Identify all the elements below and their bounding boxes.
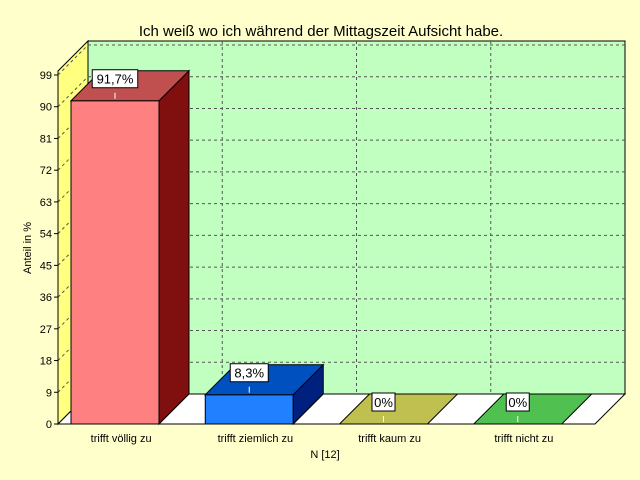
y-tick-label-8: 72: [40, 165, 52, 177]
y-tick-label-0: 0: [46, 419, 52, 431]
y-tick-label-2: 18: [40, 356, 52, 368]
gridline-side-5: [57, 235, 89, 266]
x-axis-label: N [12]: [310, 449, 339, 461]
bar-top-3: [472, 393, 593, 425]
y-tick-label-10: 90: [40, 102, 52, 114]
chart-title: Ich weiß wo ich während der Mittagszeit …: [139, 23, 503, 40]
bar-front-0: [70, 100, 160, 425]
data-label-box-0: [91, 69, 139, 89]
y-tick-label-6: 54: [40, 229, 52, 241]
bar-top-2: [338, 393, 459, 425]
gridline-side-3: [57, 298, 89, 330]
bar-1: 8,3%: [204, 363, 325, 426]
data-label-box-2: [371, 392, 396, 412]
bar-front-1: [204, 394, 294, 425]
gridline-side-2: [57, 330, 89, 361]
bar-3: 0%: [472, 392, 593, 425]
gridline-side-10: [57, 76, 89, 108]
y-tick-label-4: 36: [40, 292, 52, 304]
gridline-side-1: [57, 361, 89, 393]
gridline-side-8: [57, 139, 89, 171]
y-tick-label-11: 99: [40, 70, 52, 82]
data-label-2: 0%: [374, 395, 393, 410]
y-axis-label: Anteil in %: [22, 222, 34, 274]
x-tick-label-3: trifft nicht zu: [494, 433, 553, 445]
y-tick-label-5: 45: [40, 260, 52, 272]
gridline-side-4: [57, 266, 89, 298]
bar-side-0: [158, 69, 190, 426]
data-label-box-3: [505, 392, 530, 412]
data-label-box-1: [229, 363, 269, 383]
bar-2: 0%: [338, 392, 459, 425]
y-tick-label-1: 9: [46, 387, 52, 399]
y-tick-label-9: 81: [40, 133, 52, 145]
gridline-side-11: [57, 44, 89, 76]
data-label-1: 8,3%: [234, 366, 264, 381]
data-label-0: 91,7%: [97, 72, 134, 87]
gridline-side-9: [57, 108, 89, 139]
y-tick-label-7: 63: [40, 197, 52, 209]
x-tick-label-1: trifft ziemlich zu: [218, 433, 294, 445]
gridline-side-7: [57, 171, 89, 203]
data-label-3: 0%: [508, 395, 527, 410]
x-tick-label-0: trifft völlig zu: [91, 433, 152, 445]
x-tick-label-2: trifft kaum zu: [358, 433, 421, 445]
plot-area: 0 9 18 27 36 45 54 63 72 81 90 99 91,7% trifft völlig…: [40, 39, 627, 445]
gridline-side-6: [57, 203, 89, 234]
bar-0: 91,7%: [69, 69, 191, 426]
y-tick-label-3: 27: [40, 324, 52, 336]
